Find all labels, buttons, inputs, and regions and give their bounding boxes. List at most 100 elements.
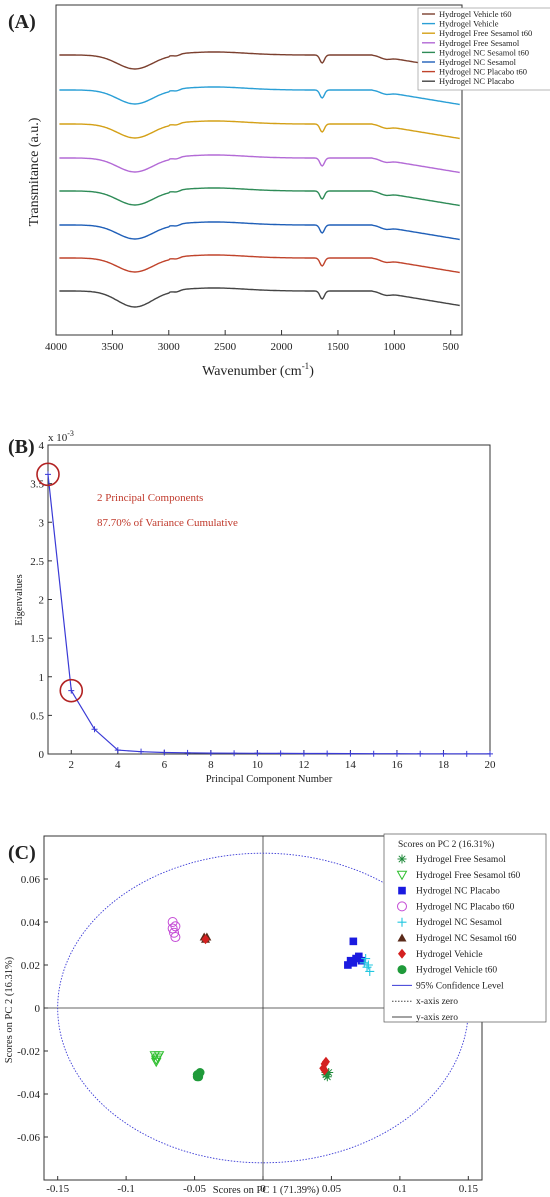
x-tick-label: 2 [69,759,75,771]
y-tick-label: -0.04 [17,1089,40,1101]
score-point [169,927,180,938]
panel-c-legend: Scores on PC 2 (16.31%) Hydrogel Free Ses… [383,833,547,1023]
score-point [363,960,373,970]
scree-point [277,750,284,757]
scree-point [231,750,238,757]
score-point [365,966,375,976]
scree-point [347,750,354,757]
legend-label: Hydrogel Vehicle t60 [416,966,497,976]
legend-label: Hydrogel NC Placabo t60 [416,902,515,912]
x-tick-label: 3500 [101,341,124,353]
score-point [322,1072,332,1082]
scree-point [417,750,424,757]
panel-b-exponent: x 10-3 [48,429,74,444]
panel-c-label: (C) [8,842,36,864]
score-point [321,1056,330,1067]
panel-a-x-axis-title: Wavenumber (cm-1) [202,361,314,379]
x-tick-label: 1000 [383,341,406,353]
legend-marker [397,933,407,942]
spectrum-line [59,86,460,106]
scree-point [463,750,470,757]
x-tick-label: 6 [162,759,168,771]
x-tick-label: 2500 [214,341,237,353]
legend-label: Hydrogel Free Sesamol t60 [439,28,532,38]
panel-b: (B) x 10-3 0 0.5 1 1.5 2 2.5 3 3.5 4 2 4 6 8 10 12 14 16… [8,429,496,785]
legend-label: Hydrogel Free Sesamol [416,855,506,865]
spectrum-line [59,221,460,241]
scree-point [370,750,377,757]
panel-c-x-axis-title: Scores on PC 1 (71.39%) [213,1185,320,1196]
spectrum-line [59,254,460,274]
x-tick-label: 4000 [45,341,68,353]
panel-a: (A) 4000 3500 3000 2500 2000 1500 1000 500 Hydr… [8,4,550,379]
scree-point [184,749,191,756]
x-tick-label: 0.15 [459,1183,479,1195]
x-tick-label: 20 [485,759,497,771]
panel-b-y-axis-title: Eigenvalues [14,574,25,625]
highlight-circle [59,678,84,703]
panel-c-y-axis-title: Scores on PC 2 (16.31%) [4,956,15,1063]
spectrum-line [59,154,460,174]
spectrum-line [59,187,460,207]
panel-b-plot [36,462,493,757]
legend-box [417,7,550,91]
y-tick-label: 3 [39,517,45,529]
scree-point [114,747,121,754]
spectrum-line [59,51,460,71]
y-tick-label: 0.5 [30,710,44,722]
x-tick-label: -0.15 [46,1183,69,1195]
scree-point [138,748,145,755]
spectrum-line [59,287,460,308]
legend-label: Hydrogel NC Sesamol [416,918,502,928]
y-tick-label: 1 [39,672,45,684]
score-point [153,1051,165,1061]
x-tick-label: 3000 [158,341,181,353]
x-tick-label: 4 [115,759,121,771]
x-tick-label: 1500 [327,341,350,353]
panel-a-spectra [59,51,460,308]
legend-label: Hydrogel NC Sesamol t60 [416,934,517,944]
y-tick-label: 3.5 [30,479,44,491]
y-tick-label: 2 [39,595,45,607]
legend-label: x-axis zero [416,997,458,1007]
legend-label: Hydrogel NC Sesamol t60 [439,47,529,57]
legend-label: 95% Confidence Level [416,980,504,991]
x-tick-label: 2000 [271,341,294,353]
score-point [201,934,210,945]
panel-b-ticks: 0 0.5 1 1.5 2 2.5 3 3.5 4 2 4 6 8 10 12 14 16 18 20 [30,440,496,771]
legend-title: Scores on PC 2 (16.31%) [398,839,494,850]
spectrum-line [59,120,460,140]
score-point [170,921,181,932]
legend-label: Hydrogel NC Placabo [439,76,514,86]
legend-label: Hydrogel NC Sesamol [439,57,517,67]
x-tick-label: 0 [260,1183,266,1195]
score-point [320,1065,329,1076]
legend-label: y-axis zero [416,1013,458,1023]
panel-a-y-axis-title: Transmitance (a.u.) [27,117,42,226]
scree-line [47,474,490,755]
legend-label: Hydrogel Vehicle [416,950,483,960]
x-tick-label: 10 [252,759,264,771]
legend-marker [397,854,407,864]
score-point [192,1072,202,1082]
x-tick-label: 0.1 [393,1183,407,1195]
scree-point [324,750,331,757]
legend-label: Hydrogel NC Placabo [416,887,500,897]
panel-b-label: (B) [8,436,35,458]
x-tick-label: 16 [391,759,403,771]
legend-label: Hydrogel Vehicle [439,19,499,29]
panel-b-annotation-variance: 87.70% of Variance Cumulative [97,517,238,529]
x-tick-label: -0.05 [183,1183,206,1195]
x-tick-label: 500 [442,341,459,353]
score-point [357,956,366,965]
y-tick-label: 2.5 [30,556,44,568]
y-tick-label: 0.02 [21,960,40,972]
scree-point [68,687,75,694]
legend-marker [398,886,406,895]
score-point [167,923,178,934]
panel-a-label: (A) [8,11,36,33]
scree-point [254,750,261,757]
x-tick-label: -0.1 [117,1183,134,1195]
legend-label: Hydrogel Free Sesamol [439,38,520,48]
legend-marker [397,965,407,975]
